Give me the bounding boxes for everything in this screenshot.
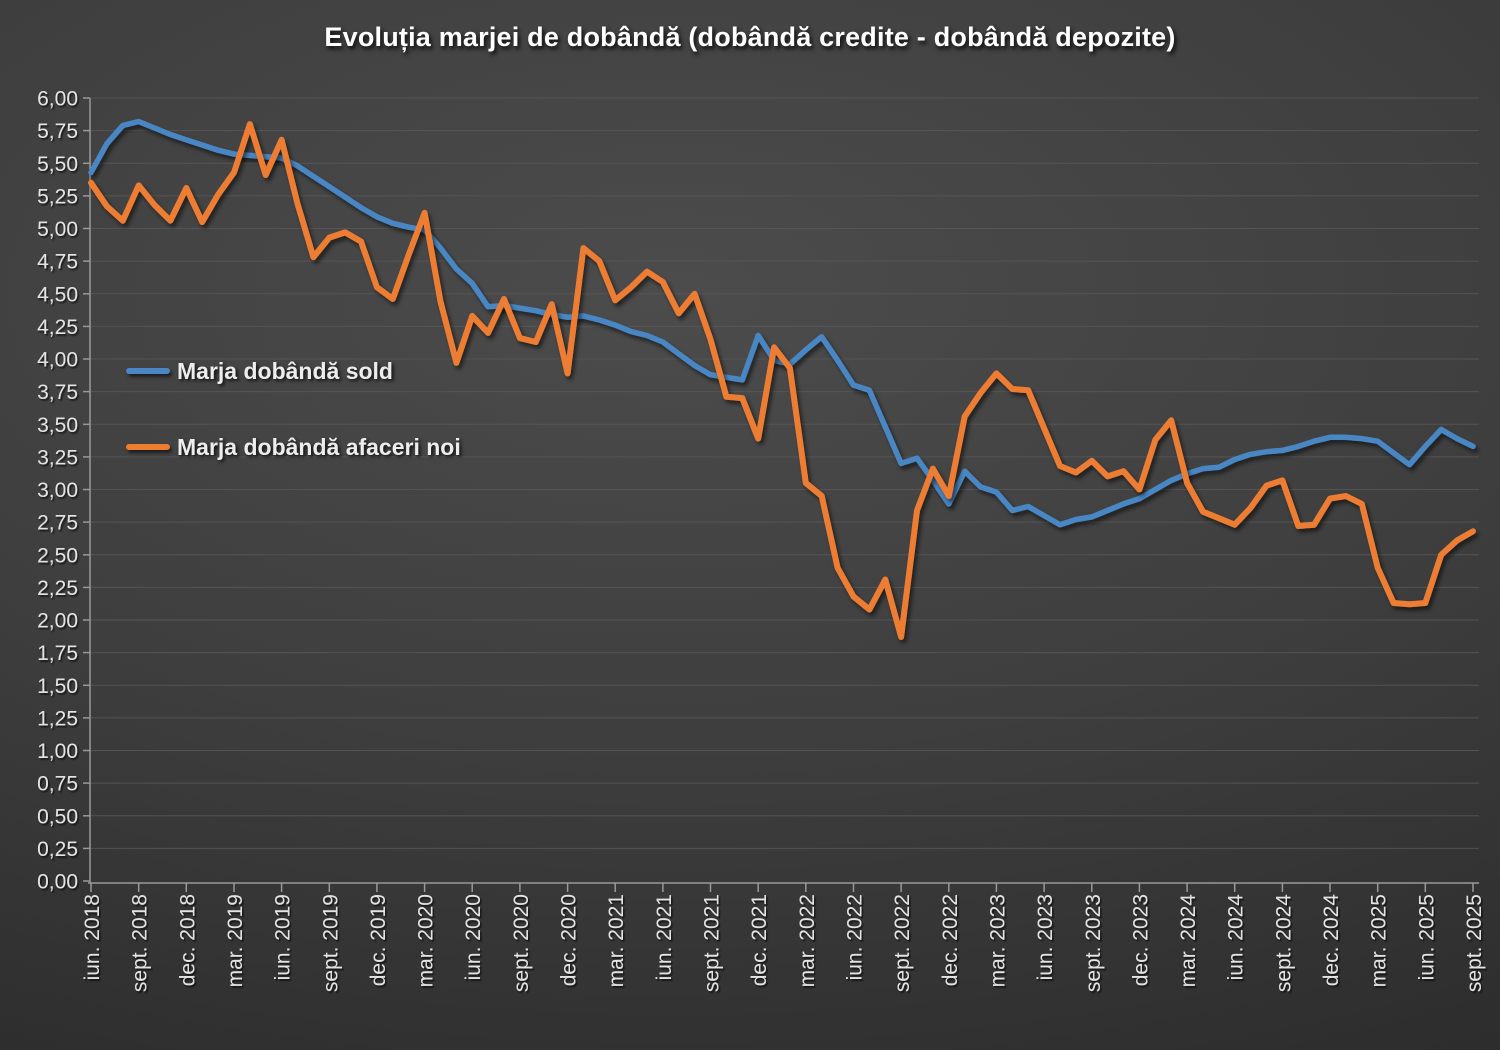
svg-text:sept. 2018: sept. 2018 <box>129 894 152 992</box>
svg-text:sept. 2022: sept. 2022 <box>891 894 914 992</box>
svg-text:dec. 2024: dec. 2024 <box>1320 894 1343 987</box>
chart-title: Evoluția marjei de dobândă (dobândă cred… <box>324 22 1176 52</box>
svg-text:sept. 2025: sept. 2025 <box>1463 894 1486 992</box>
x-axis-labels: iun. 2018 sept. 2018 dec. 2018 mar. 2019 iun… <box>81 894 1486 992</box>
legend-item-sold: Marja dobândă sold <box>126 357 393 385</box>
y-axis-labels: 0,00 0,25 0,50 0,75 1,00 1,25 1,50 1,75 2,00 2,25… <box>37 88 78 894</box>
svg-text:5,50: 5,50 <box>37 153 78 176</box>
svg-text:0,75: 0,75 <box>37 773 78 796</box>
svg-text:iun. 2024: iun. 2024 <box>1225 894 1248 981</box>
svg-text:iun. 2019: iun. 2019 <box>272 894 295 980</box>
legend-label-sold: Marja dobândă sold <box>177 357 393 384</box>
gridlines <box>88 97 1479 849</box>
series-line-afaceri-noi <box>88 121 1476 640</box>
svg-text:mar. 2020: mar. 2020 <box>415 894 438 987</box>
svg-text:iun. 2020: iun. 2020 <box>462 894 485 980</box>
svg-text:0,00: 0,00 <box>37 871 78 894</box>
svg-text:dec. 2021: dec. 2021 <box>748 894 771 986</box>
svg-text:mar. 2019: mar. 2019 <box>224 894 247 987</box>
svg-text:sept. 2021: sept. 2021 <box>701 894 724 992</box>
svg-text:sept. 2024: sept. 2024 <box>1272 894 1295 992</box>
svg-text:iun. 2022: iun. 2022 <box>844 894 867 980</box>
svg-text:iun. 2025: iun. 2025 <box>1415 894 1438 980</box>
svg-text:4,75: 4,75 <box>37 251 78 274</box>
svg-text:5,00: 5,00 <box>37 218 78 241</box>
svg-text:iun. 2021: iun. 2021 <box>653 894 676 980</box>
svg-text:dec. 2018: dec. 2018 <box>176 894 199 986</box>
legend-line-sample-sold-icon <box>126 368 170 374</box>
svg-text:sept. 2020: sept. 2020 <box>510 894 533 992</box>
svg-text:sept. 2023: sept. 2023 <box>1082 894 1105 992</box>
svg-text:3,75: 3,75 <box>37 381 78 404</box>
svg-text:2,25: 2,25 <box>37 577 78 600</box>
svg-text:dec. 2020: dec. 2020 <box>558 894 581 986</box>
svg-text:mar. 2024: mar. 2024 <box>1177 894 1200 988</box>
svg-text:dec. 2022: dec. 2022 <box>939 894 962 986</box>
svg-text:0,25: 0,25 <box>37 838 78 861</box>
svg-text:4,00: 4,00 <box>37 349 78 372</box>
axes <box>83 97 1479 892</box>
svg-text:1,50: 1,50 <box>37 675 78 698</box>
svg-text:3,00: 3,00 <box>37 479 78 502</box>
svg-text:5,25: 5,25 <box>37 185 78 208</box>
svg-text:1,25: 1,25 <box>37 707 78 730</box>
legend-line-sample-afaceri-noi-icon <box>126 444 170 450</box>
svg-text:4,25: 4,25 <box>37 316 78 339</box>
svg-text:2,75: 2,75 <box>37 512 78 535</box>
svg-text:6,00: 6,00 <box>37 88 78 111</box>
svg-text:1,75: 1,75 <box>37 642 78 665</box>
svg-text:5,75: 5,75 <box>37 120 78 143</box>
svg-text:2,50: 2,50 <box>37 544 78 567</box>
series-lines <box>88 118 1476 640</box>
svg-text:2,00: 2,00 <box>37 610 78 633</box>
svg-text:mar. 2022: mar. 2022 <box>796 894 819 987</box>
svg-text:3,25: 3,25 <box>37 446 78 469</box>
svg-text:mar. 2025: mar. 2025 <box>1368 894 1391 987</box>
svg-text:4,50: 4,50 <box>37 283 78 306</box>
series-line-sold <box>88 118 1476 528</box>
svg-text:iun. 2018: iun. 2018 <box>81 894 104 980</box>
svg-text:3,50: 3,50 <box>37 414 78 437</box>
svg-text:mar. 2023: mar. 2023 <box>986 894 1009 987</box>
svg-text:iun. 2023: iun. 2023 <box>1034 894 1057 980</box>
svg-text:0,50: 0,50 <box>37 805 78 828</box>
svg-text:1,00: 1,00 <box>37 740 78 763</box>
legend-label-afaceri-noi: Marja dobândă afaceri noi <box>177 433 461 460</box>
svg-text:sept. 2019: sept. 2019 <box>319 894 342 992</box>
svg-text:dec. 2023: dec. 2023 <box>1129 894 1152 986</box>
svg-text:dec. 2019: dec. 2019 <box>367 894 390 986</box>
legend-item-afaceri-noi: Marja dobândă afaceri noi <box>126 433 461 461</box>
svg-text:mar. 2021: mar. 2021 <box>605 894 628 987</box>
